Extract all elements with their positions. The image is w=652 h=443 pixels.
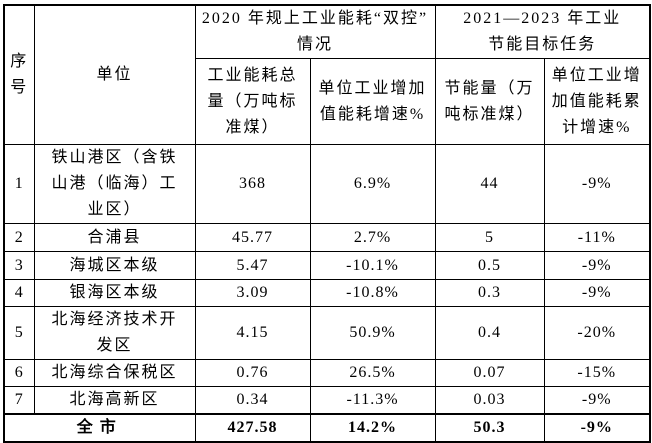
cell-total-cumulative-growth: -9%	[543, 413, 651, 443]
cell-cumulative-growth: -9%	[543, 251, 651, 280]
cell-cumulative-growth: -11%	[543, 223, 651, 252]
cell-energy-saving: 0.03	[434, 386, 545, 415]
table-row: 1 铁山港区（含铁 山港（临海）工 业区） 368 6.9% 44 -9%	[3, 144, 651, 224]
table-row: 3 海城区本级 5.47 -10.1% 0.5 -9%	[3, 251, 651, 280]
cell-seq: 6	[3, 359, 35, 387]
cell-seq: 3	[3, 251, 35, 280]
cell-seq: 4	[3, 279, 35, 307]
cell-total-energy-total: 427.58	[194, 413, 311, 443]
cell-cumulative-growth: -9%	[543, 279, 651, 307]
header-intensity-growth: 单位工业增加 值能耗增速%	[309, 58, 436, 145]
cell-intensity-growth: 26.5%	[309, 359, 436, 387]
table-row: 2 合浦县 45.77 2.7% 5 -11%	[3, 223, 651, 252]
cell-energy-saving: 0.5	[434, 251, 545, 280]
cell-energy-total: 3.09	[194, 279, 311, 307]
cell-unit: 铁山港区（含铁 山港（临海）工 业区）	[33, 144, 196, 224]
header-seq: 序 号	[3, 4, 35, 145]
table-header: 序 号 单位 2020 年规上工业能耗“双控” 情况 2021—2023 年工业…	[3, 4, 651, 145]
cell-intensity-growth: 6.9%	[309, 144, 436, 224]
cell-unit: 合浦县	[33, 223, 196, 252]
header-group-2021: 2021—2023 年工业 节能目标任务	[434, 4, 651, 59]
cell-energy-total: 5.47	[194, 251, 311, 280]
cell-cumulative-growth: -9%	[543, 144, 651, 224]
cell-total-intensity-growth: 14.2%	[309, 413, 436, 443]
cell-intensity-growth: 50.9%	[309, 306, 436, 360]
total-row: 全市 427.58 14.2% 50.3 -9%	[3, 413, 651, 443]
cell-unit: 北海高新区	[33, 386, 196, 415]
cell-energy-saving: 0.07	[434, 359, 545, 387]
cell-unit: 北海综合保税区	[33, 359, 196, 387]
cell-total-label: 全市	[3, 413, 196, 443]
header-group-row: 序 号 单位 2020 年规上工业能耗“双控” 情况 2021—2023 年工业…	[3, 4, 651, 145]
header-energy-total: 工业能耗总 量（万吨标 准煤）	[194, 58, 311, 145]
cell-energy-total: 45.77	[194, 223, 311, 252]
table-row: 5 北海经济技术开 发区 4.15 50.9% 0.4 -20%	[3, 306, 651, 360]
header-group-2020: 2020 年规上工业能耗“双控” 情况	[194, 4, 436, 59]
cell-seq: 1	[3, 144, 35, 224]
table-row: 6 北海综合保税区 0.76 26.5% 0.07 -15%	[3, 359, 651, 387]
header-energy-saving: 节能量（万 吨标准煤）	[434, 58, 545, 145]
cell-energy-saving: 0.3	[434, 279, 545, 307]
cell-energy-total: 368	[194, 144, 311, 224]
table-body: 1 铁山港区（含铁 山港（临海）工 业区） 368 6.9% 44 -9% 2 …	[3, 144, 651, 443]
cell-unit: 银海区本级	[33, 279, 196, 307]
cell-energy-total: 4.15	[194, 306, 311, 360]
cell-seq: 5	[3, 306, 35, 360]
header-cumulative-growth: 单位工业增 加值能耗累 计增速%	[543, 58, 651, 145]
cell-intensity-growth: 2.7%	[309, 223, 436, 252]
energy-consumption-table: 序 号 单位 2020 年规上工业能耗“双控” 情况 2021—2023 年工业…	[3, 4, 652, 443]
header-unit: 单位	[33, 4, 196, 145]
cell-seq: 2	[3, 223, 35, 252]
cell-intensity-growth: -11.3%	[309, 386, 436, 415]
cell-unit: 海城区本级	[33, 251, 196, 280]
cell-energy-saving: 44	[434, 144, 545, 224]
cell-cumulative-growth: -9%	[543, 386, 651, 415]
cell-energy-total: 0.76	[194, 359, 311, 387]
cell-energy-saving: 0.4	[434, 306, 545, 360]
cell-intensity-growth: -10.1%	[309, 251, 436, 280]
cell-intensity-growth: -10.8%	[309, 279, 436, 307]
header-sub-row: 工业能耗总 量（万吨标 准煤） 单位工业增加 值能耗增速% 节能量（万 吨标准煤…	[4, 58, 651, 145]
cell-cumulative-growth: -15%	[543, 359, 651, 387]
cell-unit: 北海经济技术开 发区	[33, 306, 196, 360]
table-row: 4 银海区本级 3.09 -10.8% 0.3 -9%	[3, 279, 651, 307]
cell-total-energy-saving: 50.3	[434, 413, 545, 443]
cell-seq: 7	[3, 386, 35, 415]
cell-cumulative-growth: -20%	[543, 306, 651, 360]
table-row: 7 北海高新区 0.34 -11.3% 0.03 -9%	[3, 386, 651, 415]
cell-energy-total: 0.34	[194, 386, 311, 415]
cell-energy-saving: 5	[434, 223, 545, 252]
